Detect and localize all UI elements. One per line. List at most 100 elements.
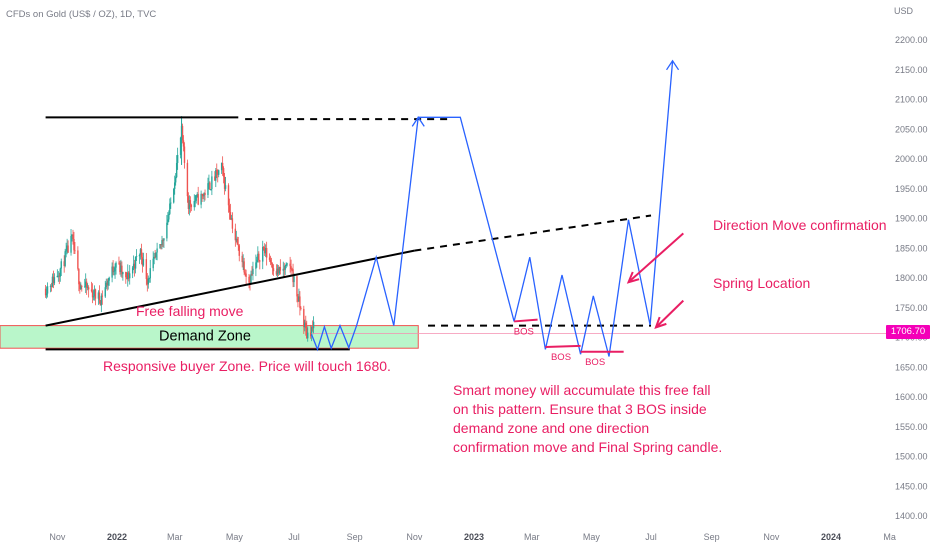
candle-body (173, 189, 174, 203)
candle (262, 241, 263, 269)
candle-body (46, 294, 47, 296)
candle-body (61, 261, 62, 268)
candle-body (84, 287, 85, 288)
demand-zone-label: Demand Zone (159, 329, 251, 345)
candle (173, 188, 174, 204)
candle (190, 196, 191, 212)
annotation-line: Smart money will accumulate this free fa… (453, 382, 711, 398)
candle (86, 279, 87, 295)
candle-body (150, 268, 151, 278)
candle-body (196, 195, 197, 200)
candle (200, 191, 201, 209)
candle-body (230, 212, 231, 219)
candle-body (81, 286, 82, 287)
x-tick-label: Jul (645, 532, 657, 542)
candle (166, 215, 167, 241)
y-axis-unit: USD (894, 6, 913, 16)
x-tick-label: 2022 (107, 532, 127, 542)
candle-body (270, 260, 271, 262)
candle-body (209, 183, 210, 190)
candle-body (204, 193, 205, 195)
y-tick-label: 1450.00 (895, 481, 928, 491)
x-tick-label: May (583, 532, 601, 542)
y-tick-label: 1750.00 (895, 303, 928, 313)
x-tick-label: 2024 (821, 532, 841, 542)
bos-line (545, 346, 580, 347)
x-tick-label: 2023 (464, 532, 484, 542)
candle (255, 255, 256, 277)
candle-body (152, 259, 153, 268)
candle-body (139, 255, 140, 256)
candle-body (263, 247, 264, 249)
candle-body (200, 194, 201, 205)
candle (50, 284, 51, 292)
candle-body (248, 277, 249, 282)
candle-body (177, 155, 178, 163)
candle-body (211, 176, 212, 189)
candle (155, 252, 156, 260)
candle-body (166, 223, 167, 239)
annotation-responsive-buyer: Responsive buyer Zone. Price will touch … (103, 358, 391, 374)
candle-body (280, 267, 281, 271)
candle-body (313, 322, 314, 328)
candle-body (232, 218, 233, 228)
y-tick-label: 1950.00 (895, 184, 928, 194)
candle-body (285, 266, 286, 270)
candle-body (243, 261, 244, 272)
x-tick-label: Sep (704, 532, 720, 542)
x-tick-label: Jul (288, 532, 300, 542)
candle-body (289, 264, 290, 267)
candle (148, 275, 149, 288)
candle-body (47, 286, 48, 293)
y-tick-label: 1900.00 (895, 214, 928, 224)
annotation-line: on this pattern. Ensure that 3 BOS insid… (453, 401, 707, 417)
candle-body (300, 308, 301, 309)
candle-body (174, 182, 175, 189)
candle-body (194, 201, 195, 207)
y-tick-label: 2150.00 (895, 65, 928, 75)
candle (70, 229, 71, 256)
candle-body (156, 249, 157, 253)
candle-body (77, 250, 78, 268)
x-tick-label: Nov (406, 532, 423, 542)
last-price-tag: 1706.70 (886, 325, 930, 339)
candle-body (88, 287, 89, 289)
candle-body (296, 276, 297, 296)
x-tick-label: Nov (763, 532, 780, 542)
candle-body (93, 296, 94, 297)
candle (139, 253, 140, 263)
candle (111, 262, 112, 282)
candle (290, 260, 291, 276)
candle-body (67, 245, 68, 252)
candle-body (184, 147, 185, 163)
candle (60, 268, 61, 282)
candle (204, 189, 205, 200)
candle-body (239, 245, 240, 255)
candle (241, 252, 242, 268)
candle-body (129, 273, 130, 278)
candle (289, 257, 290, 273)
candle-body (207, 183, 208, 195)
candle-body (225, 185, 226, 189)
candle-body (64, 251, 65, 266)
y-tick-label: 1600.00 (895, 392, 928, 402)
candle-body (125, 272, 126, 277)
candle (207, 178, 208, 198)
candle-body (286, 264, 287, 265)
candle-body (113, 271, 114, 272)
candle-body (293, 276, 294, 282)
bos-label: BOS (551, 352, 571, 363)
candle-body (210, 189, 211, 190)
candle-body (215, 170, 216, 181)
candle (218, 170, 219, 178)
candle-body (299, 296, 300, 307)
x-tick-label: May (226, 532, 244, 542)
candle-body (307, 333, 308, 339)
bos-label: BOS (514, 326, 534, 337)
candle-body (256, 260, 257, 263)
candle (232, 212, 233, 233)
candle (237, 237, 238, 245)
candle-body (167, 219, 168, 222)
